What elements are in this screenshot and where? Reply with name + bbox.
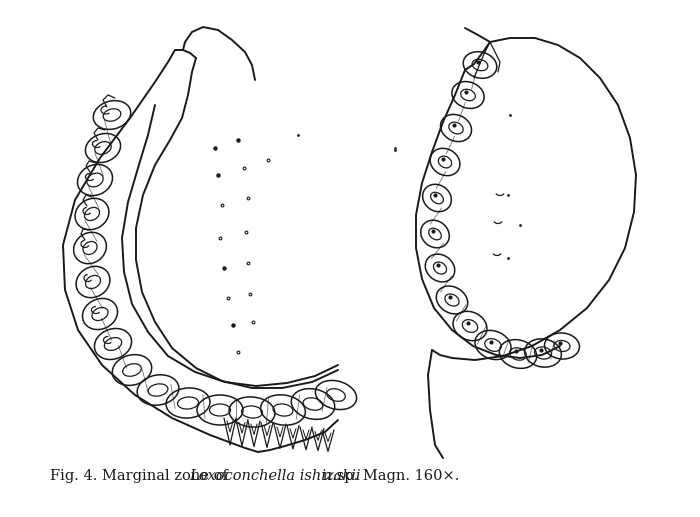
Text: Loxoconchella ishizakii: Loxoconchella ishizakii [189, 469, 360, 483]
Text: Fig. 4. Marginal zone of: Fig. 4. Marginal zone of [50, 469, 233, 483]
Text: n.sp. Magn. 160×.: n.sp. Magn. 160×. [318, 469, 460, 483]
